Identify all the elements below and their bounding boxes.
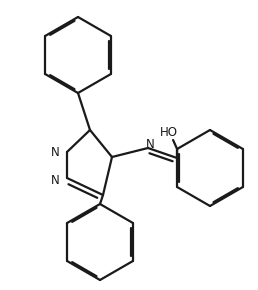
Text: N: N xyxy=(51,146,59,159)
Text: N: N xyxy=(146,137,154,151)
Text: N: N xyxy=(51,173,59,186)
Text: HO: HO xyxy=(160,126,178,139)
